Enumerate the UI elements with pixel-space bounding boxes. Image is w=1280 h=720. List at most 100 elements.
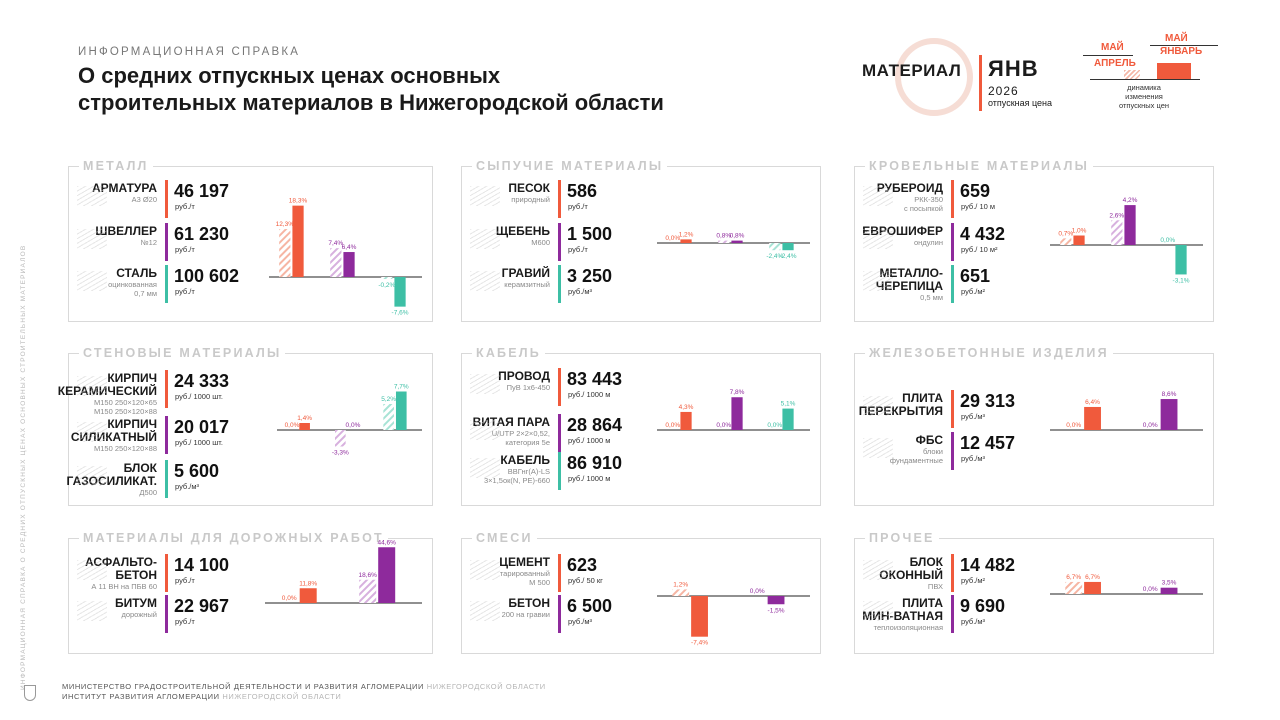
item-name: ФБС <box>916 434 943 447</box>
item-spec: теплоизоляционная <box>874 623 943 632</box>
bar-value-label: 0,0% <box>665 422 680 429</box>
bar-value-label: 0,0% <box>1143 422 1158 429</box>
item-color-marker <box>558 595 561 633</box>
panel-other: ПРОЧЕЕ БЛОК ОКОННЫЙ ПВХ 14 482 руб./м² ПЛИТА МИ… <box>854 531 1214 654</box>
item-spec: оцинкованная 0,7 мм <box>108 280 157 298</box>
bar-may-january <box>1124 205 1136 245</box>
panel-title-other: ПРОЧЕЕ <box>865 531 939 545</box>
bar-value-label: 18,6% <box>358 572 377 579</box>
item-name: БИТУМ <box>115 597 157 610</box>
panel-metal: МЕТАЛЛ АРМАТУРА А3 Ø20 46 197 руб./т ШВЕЛЛЕР №… <box>68 159 433 322</box>
chart-mixes: 1,2% -7,4% 0,0% -1,5% <box>657 581 810 647</box>
item-unit: руб./м³ <box>568 617 593 626</box>
item-price: 1 500 <box>567 224 613 244</box>
panel-title-roof: КРОВЕЛЬНЫЕ МАТЕРИАЛЫ <box>865 159 1094 173</box>
item-unit: руб./т <box>568 245 588 254</box>
footer-ministry-region: НИЖЕГОРОДСКОЙ ОБЛАСТИ <box>426 682 546 691</box>
roofing-roll-icon <box>863 186 893 206</box>
item-price: 623 <box>567 555 598 575</box>
item-name: БЕТОН <box>508 597 550 610</box>
gas-block-icon <box>77 466 107 486</box>
item-unit: руб./м² <box>961 576 986 585</box>
bar-value-label: 1,0% <box>1072 228 1087 235</box>
item-color-marker <box>558 414 561 452</box>
bar-may-april <box>279 229 291 277</box>
item-color-marker <box>558 223 561 261</box>
legend-baseline <box>1090 79 1200 80</box>
item-price: 61 230 <box>174 224 230 244</box>
item-spec-line: фундаментные <box>889 456 943 465</box>
mineral-wool-icon <box>863 601 893 621</box>
item-spec-line: дорожный <box>121 610 157 619</box>
bar-may-january <box>731 240 743 243</box>
item-price: 651 <box>960 266 991 286</box>
item-spec-line: ондулин <box>914 238 943 247</box>
item-name-line: БЕТОН <box>508 596 550 610</box>
item-unit: руб./ 1000 м <box>568 436 611 445</box>
bar-may-april <box>718 240 730 243</box>
item-name-line: ГРАВИЙ <box>501 266 550 280</box>
item-price: 586 <box>567 181 598 201</box>
chart-metal: 12,3% 18,3% 7,4%6,4% -0,2% -7,6% <box>269 198 422 317</box>
logo-watermark-icon <box>895 38 973 116</box>
item-spec-line: природный <box>511 195 550 204</box>
bar-value-label: -3,1% <box>1173 277 1190 284</box>
item-spec-line: категория 5е <box>505 438 550 447</box>
item-spec: 200 на гравии <box>502 610 550 619</box>
bar-may-january <box>1084 406 1101 430</box>
item-spec-line: с посыпкой <box>904 204 943 213</box>
item-spec-line: теплоизоляционная <box>873 623 943 632</box>
bar-value-label: 5,2% <box>381 396 396 403</box>
ceramic-brick-icon <box>77 376 107 396</box>
item-spec: ондулин <box>914 238 943 247</box>
bar-value-label: 7,4% <box>328 240 343 247</box>
item-spec: дорожный <box>121 610 157 619</box>
steel-sheet-icon <box>77 271 107 291</box>
footer: МИНИСТЕРСТВО ГРАДОСТРОИТЕЛЬНОЙ ДЕЯТЕЛЬНО… <box>62 682 546 702</box>
item-spec: ПВХ <box>928 582 943 591</box>
bar-value-label: 0,0% <box>767 422 782 429</box>
item-unit: руб./ 1000 м <box>568 390 611 399</box>
legend-may-label-2: МАЙ <box>1165 33 1188 44</box>
bar-value-label: 0,0% <box>750 588 765 595</box>
panel-title-road: МАТЕРИАЛЫ ДЛЯ ДОРОЖНЫХ РАБОТ <box>79 531 388 545</box>
item-spec-line: ПуВ 1х6-450 <box>506 383 550 392</box>
item-price: 28 864 <box>567 415 623 435</box>
item-price: 86 910 <box>567 453 623 473</box>
item-color-marker <box>951 265 954 303</box>
bar-may-april <box>769 243 781 251</box>
item-name-line: ПЛИТА <box>902 596 943 610</box>
side-caption: ИНФОРМАЦИОННАЯ СПРАВКА О СРЕДНИХ ОТПУСКН… <box>20 244 27 690</box>
legend-price-caption: отпускная цена <box>988 98 1053 108</box>
bar-value-label: 0,8% <box>716 233 731 240</box>
bar-value-label: 8,6% <box>1162 391 1177 398</box>
bar-value-label: 0,0% <box>282 595 297 602</box>
item-name-line: КИРПИЧ <box>107 417 157 431</box>
bar-value-label: 0,0% <box>285 422 300 429</box>
cement-bag-icon <box>470 560 500 580</box>
legend-material-label: МАТЕРИАЛ <box>862 61 962 80</box>
item-unit: руб./ 10 м <box>961 202 996 211</box>
bar-may-january <box>680 411 692 430</box>
bar-may-january <box>299 588 317 603</box>
bar-value-label: 0,0% <box>716 422 731 429</box>
item-spec-line: А 11 ВН на ПБВ 60 <box>91 582 157 591</box>
item-price: 6 500 <box>567 596 613 616</box>
bar-value-label: 0,0% <box>665 235 680 242</box>
corrugated-sheet-icon <box>863 229 893 249</box>
item-price: 659 <box>960 181 991 201</box>
bar-value-label: 0,8% <box>730 233 745 240</box>
item-price: 12 457 <box>960 433 1016 453</box>
item-name-line: РУБЕРОИД <box>876 181 943 195</box>
bar-may-april <box>1060 238 1072 245</box>
bar-value-label: 4,2% <box>1123 197 1138 204</box>
item-unit: руб./ 10 м² <box>961 245 998 254</box>
item-spec-line: 200 на гравии <box>501 610 550 619</box>
bar-value-label: 3,5% <box>1162 580 1177 587</box>
wire-icon <box>470 374 500 394</box>
item-name-line: БЛОК <box>123 461 157 475</box>
legend-dynamics-line-2: отпускных цен <box>1118 101 1170 110</box>
item-spec: 0,5 мм <box>920 293 943 302</box>
coat-of-arms-icon <box>24 685 36 701</box>
item-name-line: ПЛИТА <box>902 391 943 405</box>
